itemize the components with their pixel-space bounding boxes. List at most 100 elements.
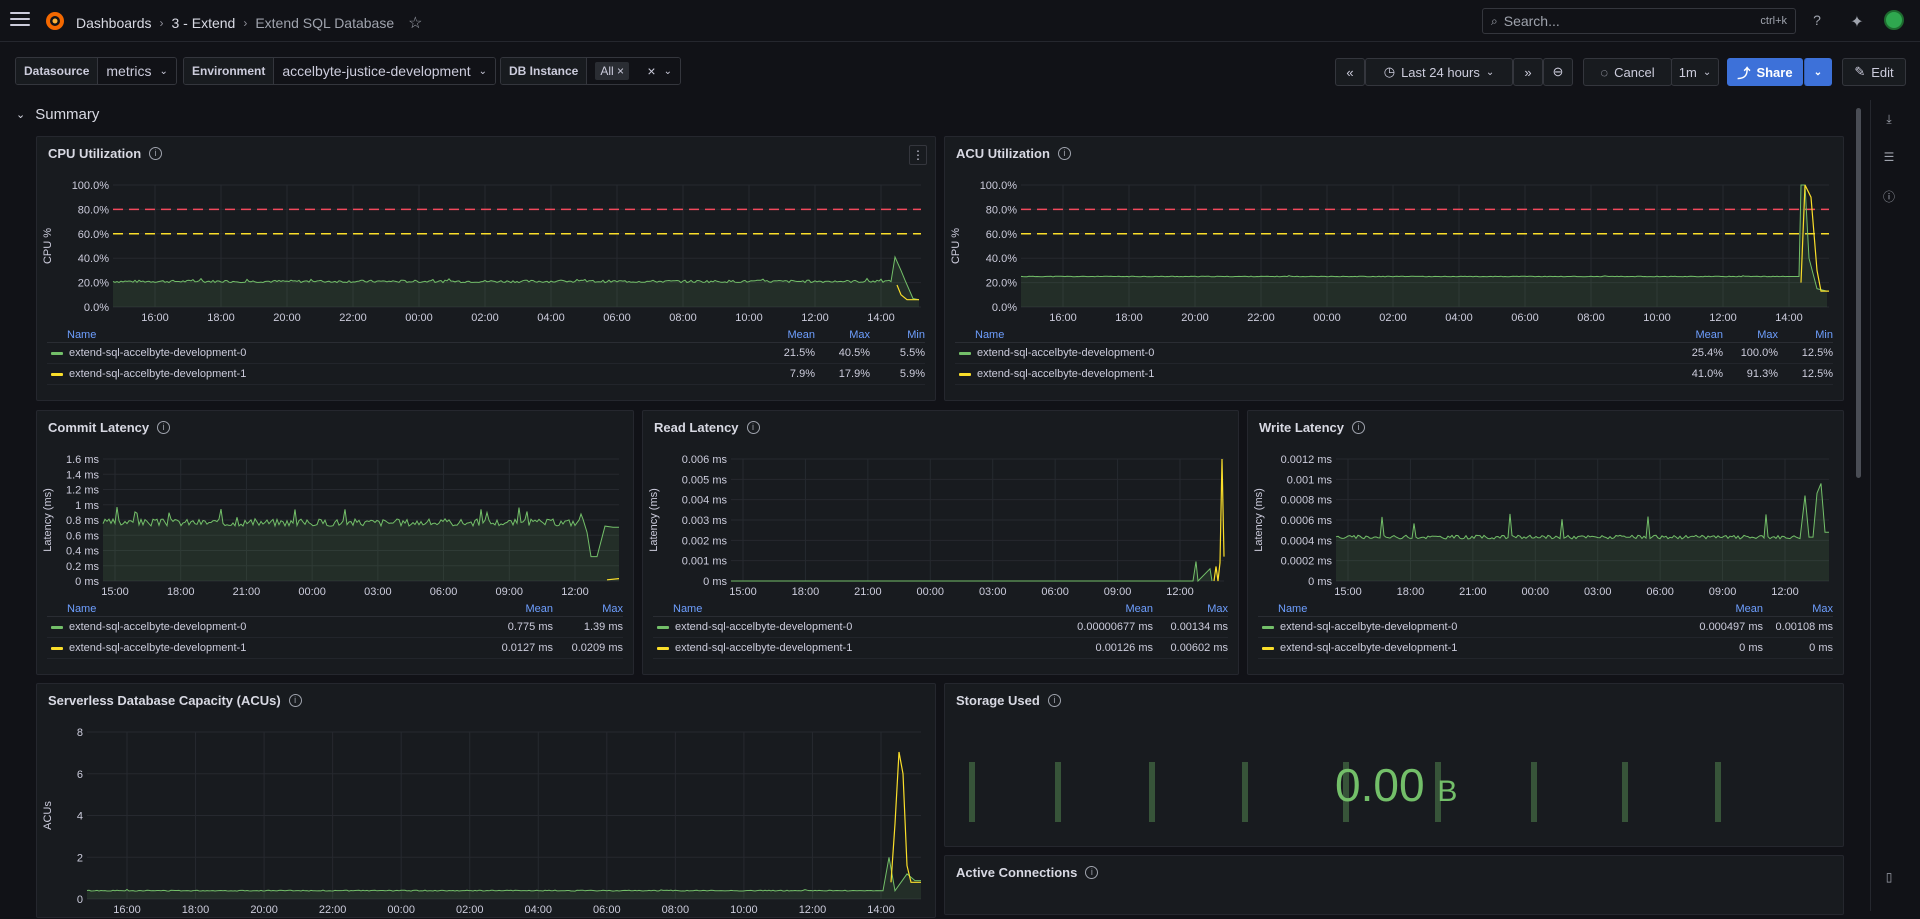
legend-col-name[interactable]: Name bbox=[1278, 602, 1308, 615]
chevron-down-icon[interactable]: ⌄ bbox=[478, 65, 488, 77]
y-tick-label: 0.0% bbox=[992, 302, 1017, 314]
info-icon[interactable]: i bbox=[1047, 694, 1061, 707]
read-chart[interactable]: Latency (ms) 0.006 ms 0.005 ms 0.004 ms 0.00… bbox=[643, 451, 1238, 601]
edit-button[interactable]: ✎ Edit bbox=[1842, 58, 1906, 86]
legend-col-name[interactable]: Name bbox=[67, 602, 97, 615]
row-summary[interactable]: ⌄ Summary bbox=[16, 106, 99, 123]
y-tick-label: 0 ms bbox=[1308, 576, 1332, 588]
star-icon[interactable]: ☆ bbox=[408, 15, 423, 32]
x-tick-label: 20:00 bbox=[250, 904, 278, 916]
panel-title: Serverless Database Capacity (ACUs) bbox=[48, 693, 281, 708]
panel-cpu-utilization[interactable]: CPU Utilization i ⋮ CPU % 100.0% 80.0% 60.0%… bbox=[36, 136, 936, 401]
legend-value: 0.00000677 ms bbox=[1077, 621, 1153, 633]
legend-col-mean[interactable]: Mean bbox=[1735, 602, 1763, 615]
panel-commit-latency[interactable]: Commit Latency i Latency (ms) 1.6 ms 1.4 ms… bbox=[36, 410, 634, 675]
panel-title: Read Latency bbox=[654, 420, 739, 435]
search-input[interactable] bbox=[1503, 13, 1755, 29]
close-icon[interactable]: × bbox=[617, 64, 625, 78]
commit-chart[interactable]: Latency (ms) 1.6 ms 1.4 ms 1.2 ms 1 ms 0.8 ms… bbox=[37, 451, 633, 601]
chevron-down-icon[interactable]: ⌄ bbox=[663, 65, 672, 77]
info-icon[interactable]: i bbox=[1352, 421, 1366, 434]
time-shift-forward-button[interactable]: » bbox=[1513, 58, 1543, 86]
info-icon[interactable]: i bbox=[746, 421, 760, 434]
legend-row[interactable]: extend-sql-accelbyte-development-1 7.9% 17… bbox=[47, 364, 925, 385]
legend-row[interactable]: extend-sql-accelbyte-development-1 0 ms 0 … bbox=[1258, 638, 1833, 659]
capacity-chart[interactable]: ACUs 8 6 4 2 0 16:00 18:00 20:00 22:00 00:00 02:00 0… bbox=[37, 724, 935, 919]
variable-value[interactable]: accelbyte-justice-development bbox=[282, 63, 471, 79]
menu-icon[interactable] bbox=[10, 12, 30, 28]
datasource-variable[interactable]: Datasource metrics ⌄ bbox=[15, 57, 177, 85]
legend-row[interactable]: extend-sql-accelbyte-development-0 21.5% 4… bbox=[47, 343, 925, 364]
legend-col-mean[interactable]: Mean bbox=[1695, 328, 1723, 341]
zoom-out-icon[interactable]: ⊖ bbox=[1543, 58, 1573, 86]
avatar[interactable] bbox=[1884, 10, 1904, 30]
info-icon[interactable]: i bbox=[149, 147, 163, 160]
series-0-line bbox=[1335, 483, 1829, 540]
time-picker-button[interactable]: ◷ Last 24 hours ⌄ bbox=[1365, 58, 1513, 86]
chip-label: All bbox=[600, 64, 614, 78]
db-instance-variable[interactable]: DB Instance All × × ⌄ bbox=[500, 57, 681, 85]
legend-col-name[interactable]: Name bbox=[67, 328, 97, 341]
search-box[interactable]: ⌕ ctrl+k bbox=[1482, 8, 1796, 34]
time-shift-back-button[interactable]: « bbox=[1335, 58, 1365, 86]
acu-chart[interactable]: CPU % 100.0% 80.0% 60.0% 40.0% 20.0% 0.0% 16:00… bbox=[945, 177, 1843, 327]
legend-row[interactable]: extend-sql-accelbyte-development-1 0.0127… bbox=[47, 638, 623, 659]
legend-col-max[interactable]: Max bbox=[1757, 328, 1778, 341]
legend-col-name[interactable]: Name bbox=[673, 602, 703, 615]
legend-row[interactable]: extend-sql-accelbyte-development-0 0.0000… bbox=[653, 617, 1228, 638]
legend-value: 1.39 ms bbox=[583, 621, 623, 633]
refresh-interval-picker[interactable]: 1m ⌄ bbox=[1671, 58, 1719, 86]
breadcrumb-dashboards[interactable]: Dashboards bbox=[76, 15, 152, 31]
legend-header: Name Mean Max bbox=[653, 601, 1228, 617]
outline-icon[interactable]: ☰ bbox=[1883, 150, 1895, 164]
legend-col-max[interactable]: Max bbox=[849, 328, 870, 341]
cpu-chart[interactable]: CPU % 100.0% 80.0% 60.0% 40.0% 20.0% 0.0% 16:00… bbox=[37, 177, 935, 327]
info-icon[interactable]: i bbox=[288, 694, 302, 707]
variable-value[interactable]: metrics bbox=[106, 63, 152, 79]
chevron-down-icon[interactable]: ⌄ bbox=[159, 65, 168, 77]
legend-row[interactable]: extend-sql-accelbyte-development-1 0.0012… bbox=[653, 638, 1228, 659]
share-options-button[interactable]: ⌄ bbox=[1804, 58, 1832, 86]
info-icon[interactable]: i bbox=[157, 421, 171, 434]
y-axis-label: CPU % bbox=[950, 228, 962, 264]
panel-acu-utilization[interactable]: ACU Utilization i CPU % 100.0% 80.0% 60.0% 40… bbox=[944, 136, 1844, 401]
legend-col-max[interactable]: Max bbox=[1207, 602, 1228, 615]
legend-col-mean[interactable]: Mean bbox=[525, 602, 553, 615]
cancel-refresh-button[interactable]: ◌ Cancel bbox=[1583, 58, 1672, 86]
download-icon[interactable]: ⤓ bbox=[1886, 112, 1892, 126]
panel-active-connections[interactable]: Active Connections i bbox=[944, 855, 1844, 915]
info-icon[interactable]: i bbox=[1057, 147, 1071, 160]
legend-row[interactable]: extend-sql-accelbyte-development-0 0.0004… bbox=[1258, 617, 1833, 638]
legend-col-max[interactable]: Max bbox=[1812, 602, 1833, 615]
dock-icon[interactable]: ▯ bbox=[1885, 870, 1893, 884]
legend-value: 0.00108 ms bbox=[1775, 621, 1833, 633]
legend-col-min[interactable]: Min bbox=[1815, 328, 1833, 341]
chevron-down-icon[interactable]: ⌄ bbox=[16, 109, 26, 121]
panel-storage-used[interactable]: Storage Used i 0.00 B bbox=[944, 683, 1844, 847]
legend-col-name[interactable]: Name bbox=[975, 328, 1005, 341]
sparkle-icon[interactable]: ✦ bbox=[1850, 14, 1864, 31]
legend-col-mean[interactable]: Mean bbox=[1125, 602, 1153, 615]
panel-menu-icon[interactable]: ⋮ bbox=[909, 145, 927, 165]
vertical-scrollbar[interactable] bbox=[1856, 108, 1861, 478]
help-icon[interactable]: ? bbox=[1813, 12, 1821, 28]
legend-col-min[interactable]: Min bbox=[907, 328, 925, 341]
breadcrumb-folder[interactable]: 3 - Extend bbox=[171, 15, 236, 31]
legend-col-max[interactable]: Max bbox=[602, 602, 623, 615]
legend-row[interactable]: extend-sql-accelbyte-development-0 0.775 … bbox=[47, 617, 623, 638]
legend-row[interactable]: extend-sql-accelbyte-development-0 25.4% 1… bbox=[955, 343, 1833, 364]
grafana-logo-icon[interactable] bbox=[44, 10, 66, 32]
legend-row[interactable]: extend-sql-accelbyte-development-1 41.0% 9… bbox=[955, 364, 1833, 385]
panel-read-latency[interactable]: Read Latency i Latency (ms) 0.006 ms 0.005 … bbox=[642, 410, 1239, 675]
info-icon[interactable]: i bbox=[1085, 866, 1099, 879]
environment-variable[interactable]: Environment accelbyte-justice-developmen… bbox=[183, 57, 497, 85]
y-tick-label: 1.6 ms bbox=[66, 454, 100, 466]
x-tick-label: 03:00 bbox=[979, 586, 1007, 598]
clear-icon[interactable]: × bbox=[647, 63, 656, 79]
panel-serverless-capacity[interactable]: Serverless Database Capacity (ACUs) i ACU… bbox=[36, 683, 936, 918]
panel-write-latency[interactable]: Write Latency i Latency (ms) 0.0012 ms 0.00… bbox=[1247, 410, 1844, 675]
write-chart[interactable]: Latency (ms) 0.0012 ms 0.001 ms 0.0008 ms 0.… bbox=[1248, 451, 1843, 601]
info-icon[interactable]: ⓘ bbox=[1882, 190, 1895, 204]
legend-col-mean[interactable]: Mean bbox=[787, 328, 815, 341]
share-button[interactable]: ⤴ Share bbox=[1727, 58, 1803, 86]
